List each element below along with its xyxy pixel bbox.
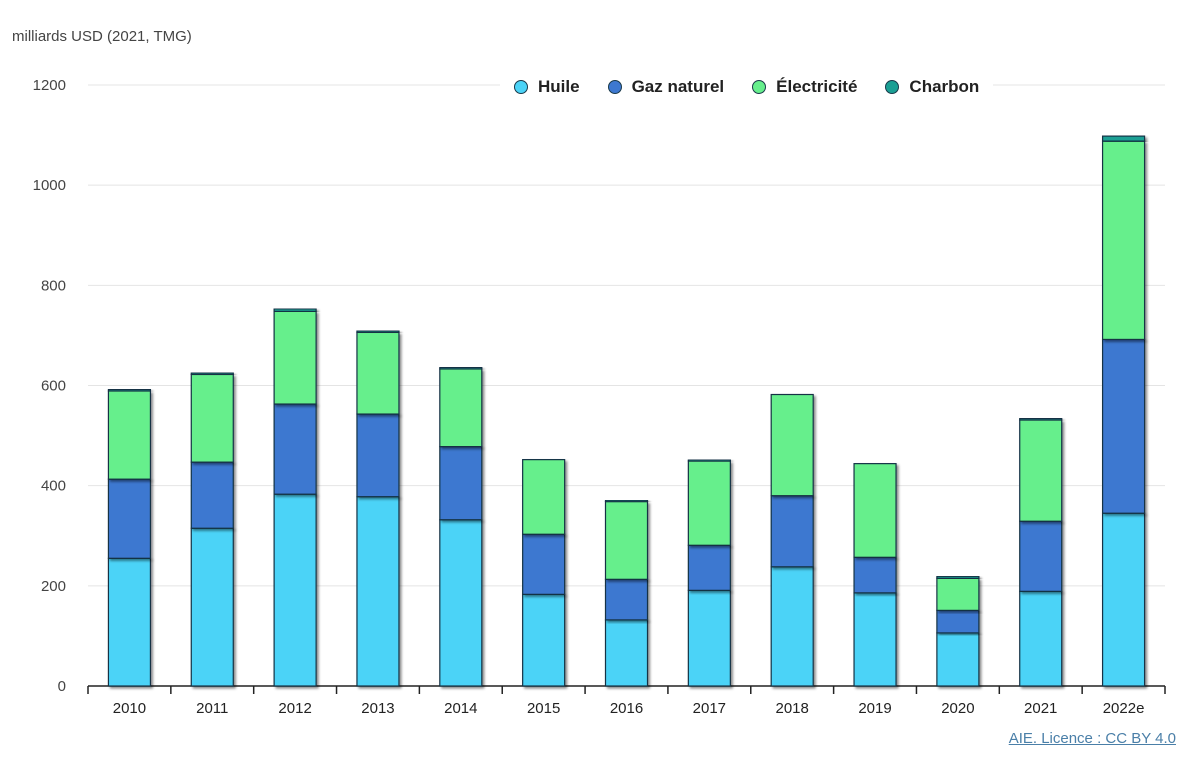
bar-segment-huile-2022e (1101, 512, 1146, 687)
bar-segment-charbon-2011 (190, 372, 234, 376)
legend-label-gaz-naturel: Gaz naturel (631, 77, 725, 96)
x-tick-label: 2012 (278, 700, 311, 717)
bar-segment-charbon-2013 (356, 330, 400, 334)
bar-segment-huile-2015 (522, 593, 566, 687)
bar-segment--lectricit--2011 (190, 373, 234, 463)
bar-segment-charbon-2020 (936, 575, 980, 579)
bar-segment-huile-2010 (107, 557, 152, 687)
bar-segment--lectricit--2014 (439, 368, 483, 448)
x-tick-label: 2020 (941, 700, 974, 717)
legend-item-electricite[interactable]: Électricité (752, 77, 857, 97)
bar-segment-huile-2017 (687, 589, 731, 687)
x-tick-label: 2022e (1103, 700, 1145, 717)
bar-segment-gaz-naturel-2016 (604, 578, 649, 621)
source-license-link[interactable]: AIE. Licence : CC BY 4.0 (1008, 730, 1176, 747)
bar-segment--lectricit--2010 (107, 390, 152, 480)
bar-segment-gaz-naturel-2019 (853, 556, 897, 594)
bar-segment-gaz-naturel-2017 (687, 544, 731, 591)
bar-segment--lectricit--2021 (1019, 419, 1063, 522)
bar-segment-charbon-2017 (687, 459, 731, 462)
bar-segment-charbon-2014 (439, 366, 483, 370)
bar-segment--lectricit--2022e (1101, 140, 1146, 341)
legend-item-gaz-naturel[interactable]: Gaz naturel (607, 77, 725, 97)
x-tick-label: 2010 (113, 700, 146, 717)
bar-segment-gaz-naturel-2014 (439, 446, 483, 521)
bar-segment--lectricit--2018 (770, 393, 814, 497)
bar-segment-charbon-2016 (604, 499, 649, 503)
bar-segment-gaz-naturel-2020 (936, 609, 980, 634)
x-tick-label: 2014 (444, 700, 477, 717)
y-tick-label: 600 (41, 378, 66, 395)
bar-segment-gaz-naturel-2021 (1019, 520, 1063, 592)
bar-segment-huile-2021 (1019, 590, 1063, 687)
bar-segment-gaz-naturel-2012 (273, 403, 317, 495)
y-tick-label: 200 (41, 578, 66, 595)
y-tick-label: 1200 (33, 77, 66, 94)
bar-segment--lectricit--2016 (604, 501, 649, 580)
bar-segment-gaz-naturel-2010 (107, 478, 152, 559)
x-tick-label: 2013 (361, 700, 394, 717)
bar-segment-huile-2018 (770, 566, 814, 687)
bar-segment-gaz-naturel-2013 (356, 413, 400, 498)
bar-segment-gaz-naturel-2018 (770, 495, 814, 568)
bar-segment-huile-2014 (439, 519, 483, 687)
legend-swatch-electricite (752, 80, 767, 94)
bar-segment--lectricit--2019 (853, 463, 897, 558)
bar-segment--lectricit--2012 (273, 310, 317, 405)
x-tick-label: 2015 (527, 700, 560, 717)
x-tick-label: 2021 (1024, 700, 1057, 717)
bar-segment-huile-2019 (853, 592, 897, 687)
x-tick-label: 2011 (196, 700, 228, 717)
chart-legend: Huile Gaz naturel Électricité Charbon (500, 77, 994, 97)
bar-segment-charbon-2012 (273, 308, 317, 312)
y-tick-label: 1000 (33, 177, 66, 194)
bar-segment-charbon-2022e (1101, 135, 1146, 142)
bar-segment-gaz-naturel-2022e (1101, 338, 1146, 514)
x-tick-label: 2016 (610, 700, 643, 717)
legend-label-electricite: Électricité (776, 77, 858, 96)
bar-segment-huile-2011 (190, 527, 234, 687)
x-tick-label: 2018 (776, 700, 809, 717)
bar-segment-charbon-2021 (1019, 417, 1063, 421)
bar-segment--lectricit--2013 (356, 331, 400, 415)
bar-segment--lectricit--2015 (522, 459, 566, 535)
bar-segment--lectricit--2020 (936, 577, 980, 611)
bar-segment-huile-2013 (356, 496, 400, 687)
legend-swatch-huile (514, 80, 528, 94)
bar-segment-gaz-naturel-2015 (522, 533, 566, 595)
legend-item-huile[interactable]: Huile (514, 77, 580, 97)
x-tick-label: 2019 (858, 700, 891, 717)
y-tick-label: 0 (58, 678, 66, 695)
x-tick-label: 2017 (693, 700, 726, 717)
bar-segment--lectricit--2017 (687, 460, 731, 546)
legend-item-charbon[interactable]: Charbon (885, 77, 979, 97)
bar-segment-gaz-naturel-2011 (190, 461, 234, 529)
legend-swatch-charbon (885, 80, 900, 94)
bar-segment-huile-2020 (936, 632, 980, 687)
legend-label-charbon: Charbon (909, 77, 980, 96)
y-axis-unit-label: milliards USD (2021, TMG) (12, 28, 192, 45)
bar-segment-huile-2016 (604, 619, 649, 687)
legend-label-huile: Huile (538, 77, 580, 96)
bar-segment-huile-2012 (273, 493, 317, 687)
bar-segment-charbon-2010 (107, 388, 152, 392)
y-tick-label: 800 (41, 277, 66, 294)
y-tick-label: 400 (41, 478, 66, 495)
legend-swatch-gaz-naturel (607, 80, 622, 94)
